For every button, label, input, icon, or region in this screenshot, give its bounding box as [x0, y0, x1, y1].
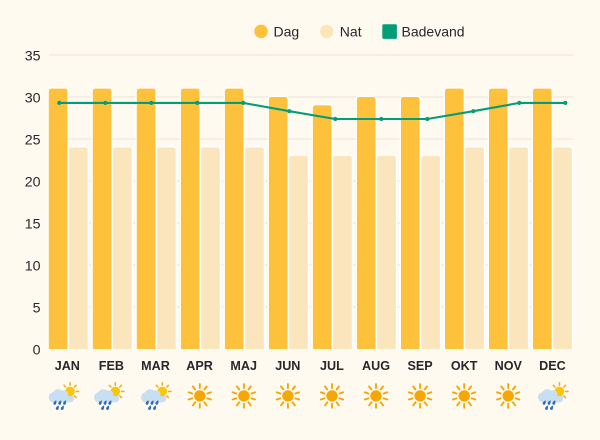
- svg-text:0: 0: [33, 343, 41, 359]
- svg-text:MAR: MAR: [141, 359, 170, 373]
- svg-text:10: 10: [25, 259, 41, 275]
- svg-text:AUG: AUG: [362, 359, 390, 373]
- svg-text:30: 30: [25, 91, 41, 107]
- svg-text:20: 20: [25, 175, 41, 191]
- svg-text:Nat: Nat: [340, 23, 362, 39]
- svg-text:SEP: SEP: [407, 359, 432, 373]
- svg-text:35: 35: [25, 49, 41, 65]
- svg-text:MAJ: MAJ: [230, 359, 257, 373]
- svg-text:JUN: JUN: [275, 359, 300, 373]
- svg-text:FEB: FEB: [99, 359, 124, 373]
- svg-text:DEC: DEC: [539, 359, 566, 373]
- svg-text:Badevand: Badevand: [402, 23, 465, 39]
- svg-text:15: 15: [25, 217, 41, 233]
- svg-text:JAN: JAN: [55, 359, 80, 373]
- svg-text:APR: APR: [186, 359, 213, 373]
- svg-text:NOV: NOV: [495, 359, 523, 373]
- svg-text:25: 25: [25, 133, 41, 149]
- svg-text:Dag: Dag: [274, 23, 300, 39]
- svg-text:JUL: JUL: [320, 359, 344, 373]
- svg-text:OKT: OKT: [451, 359, 478, 373]
- svg-text:5: 5: [33, 301, 41, 317]
